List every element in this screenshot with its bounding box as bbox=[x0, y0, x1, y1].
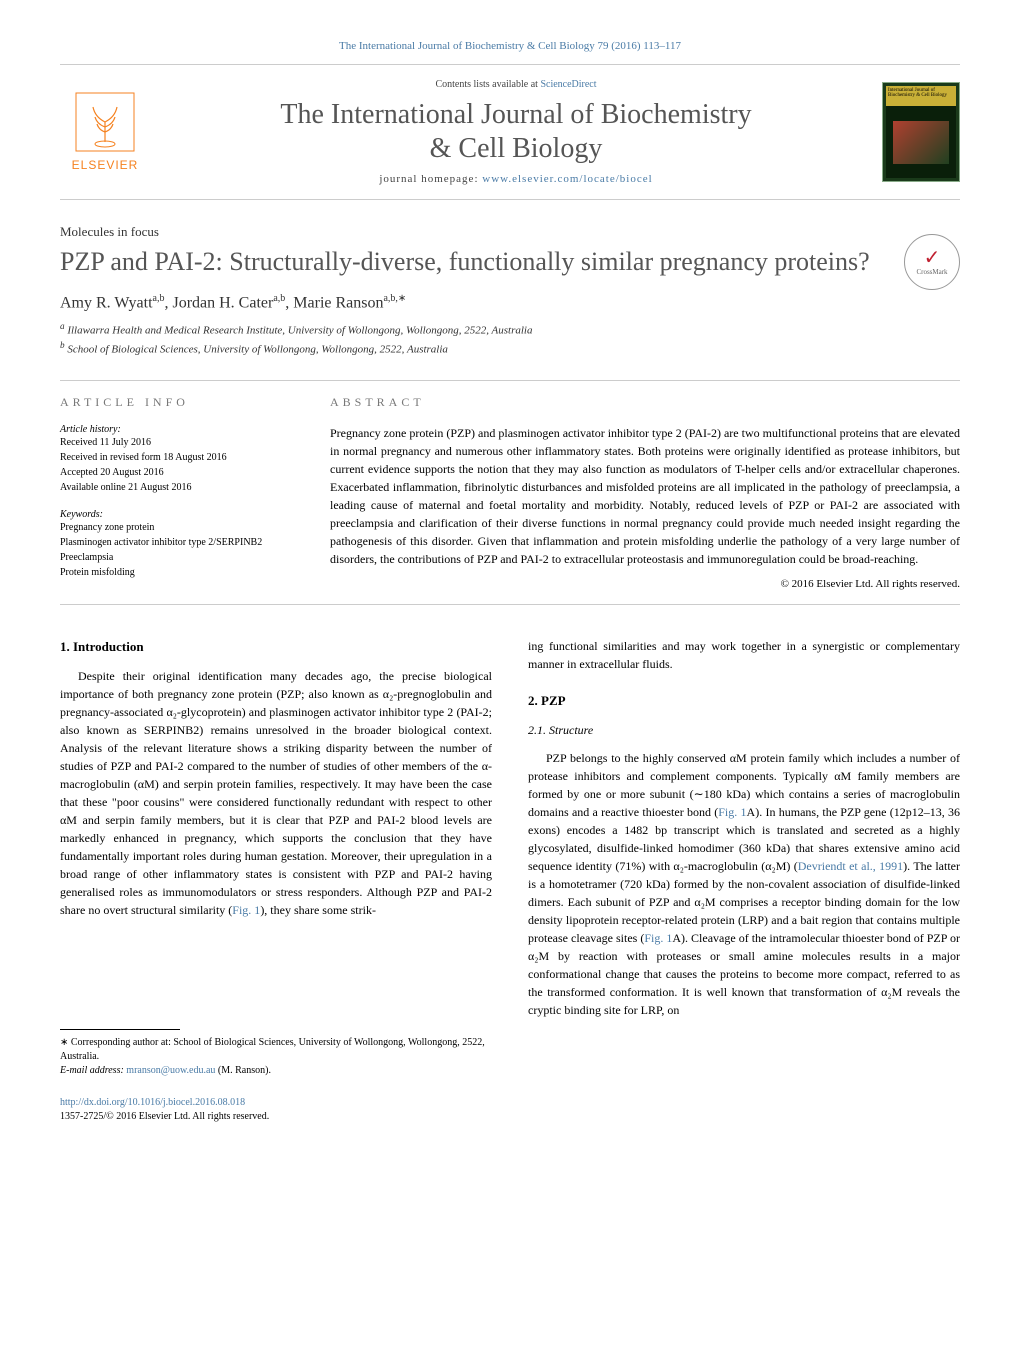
crossmark-badge[interactable]: ✓ CrossMark bbox=[904, 234, 960, 290]
section-1-heading: 1. Introduction bbox=[60, 637, 492, 657]
article-type: Molecules in focus bbox=[60, 224, 884, 240]
crossmark-icon: ✓ bbox=[924, 248, 941, 268]
journal-masthead: ELSEVIER Contents lists available at Sci… bbox=[60, 64, 960, 200]
journal-cover-thumbnail[interactable]: International Journal of Biochemistry & … bbox=[882, 82, 960, 182]
body-columns: 1. Introduction Despite their original i… bbox=[60, 637, 960, 1078]
devriendt-1991-link[interactable]: Devriendt et al., 1991 bbox=[798, 859, 903, 873]
keyword-3: Preeclampsia bbox=[60, 550, 290, 565]
fig-1a-link-1[interactable]: Fig. 1 bbox=[718, 805, 746, 819]
abstract-text: Pregnancy zone protein (PZP) and plasmin… bbox=[330, 424, 960, 568]
author-2: Jordan H. Cater bbox=[172, 294, 273, 311]
cover-image bbox=[893, 121, 949, 164]
author-list: Amy R. Wyatta,b, Jordan H. Catera,b, Mar… bbox=[60, 293, 884, 312]
corresponding-email-link[interactable]: mranson@uow.edu.au bbox=[126, 1065, 215, 1076]
affiliation-a: Illawarra Health and Medical Research In… bbox=[67, 325, 532, 337]
section-1-continuation: ing functional similarities and may work… bbox=[528, 637, 960, 673]
divider bbox=[60, 604, 960, 605]
crossmark-label: CrossMark bbox=[916, 268, 947, 276]
corresponding-author-note: ∗ Corresponding author at: School of Bio… bbox=[60, 1036, 492, 1064]
history-revised: Received in revised form 18 August 2016 bbox=[60, 450, 290, 465]
abstract-copyright: © 2016 Elsevier Ltd. All rights reserved… bbox=[330, 578, 960, 590]
keyword-1: Pregnancy zone protein bbox=[60, 520, 290, 535]
history-online: Available online 21 August 2016 bbox=[60, 480, 290, 495]
publisher-logo-text: ELSEVIER bbox=[72, 158, 139, 172]
history-accepted: Accepted 20 August 2016 bbox=[60, 465, 290, 480]
affiliations: a Illawarra Health and Medical Research … bbox=[60, 320, 884, 358]
elsevier-tree-icon bbox=[75, 92, 135, 152]
author-1-affil: a,b bbox=[153, 293, 165, 304]
header-citation-link[interactable]: The International Journal of Biochemistr… bbox=[339, 40, 681, 52]
column-right: ing functional similarities and may work… bbox=[528, 637, 960, 1078]
article-info-panel: ARTICLE INFO Article history: Received 1… bbox=[60, 395, 290, 590]
homepage-label: journal homepage: bbox=[379, 173, 482, 185]
cover-body bbox=[886, 106, 956, 178]
fig-1a-link-2[interactable]: Fig. 1 bbox=[644, 931, 672, 945]
journal-name: The International Journal of Biochemistr… bbox=[170, 98, 862, 165]
author-1: Amy R. Wyatt bbox=[60, 294, 153, 311]
contents-available-label: Contents lists available at bbox=[435, 79, 540, 90]
column-left: 1. Introduction Despite their original i… bbox=[60, 637, 492, 1078]
section-2-heading: 2. PZP bbox=[528, 691, 960, 711]
author-3-affil: a,b,∗ bbox=[383, 293, 406, 304]
page-footer: http://dx.doi.org/10.1016/j.biocel.2016.… bbox=[60, 1096, 960, 1124]
journal-homepage-link[interactable]: www.elsevier.com/locate/biocel bbox=[482, 173, 652, 185]
email-footnote: E-mail address: mranson@uow.edu.au (M. R… bbox=[60, 1064, 492, 1078]
keyword-2: Plasminogen activator inhibitor type 2/S… bbox=[60, 535, 290, 550]
section-2-1-heading: 2.1. Structure bbox=[528, 721, 960, 739]
history-label: Article history: bbox=[60, 424, 290, 435]
sciencedirect-link[interactable]: ScienceDirect bbox=[540, 79, 596, 90]
keyword-4: Protein misfolding bbox=[60, 565, 290, 580]
section-2-1-para-1: PZP belongs to the highly conserved αM p… bbox=[528, 749, 960, 1019]
journal-name-line2: & Cell Biology bbox=[430, 133, 603, 164]
article-title: PZP and PAI-2: Structurally-diverse, fun… bbox=[60, 246, 884, 279]
article-info-heading: ARTICLE INFO bbox=[60, 395, 290, 410]
masthead-center: Contents lists available at ScienceDirec… bbox=[170, 79, 862, 185]
section-1-text-a: Despite their original identification ma… bbox=[60, 669, 492, 917]
author-2-affil: a,b bbox=[273, 293, 285, 304]
history-received: Received 11 July 2016 bbox=[60, 435, 290, 450]
abstract-panel: ABSTRACT Pregnancy zone protein (PZP) an… bbox=[330, 395, 960, 590]
journal-name-line1: The International Journal of Biochemistr… bbox=[280, 99, 751, 130]
email-author-name: (M. Ranson). bbox=[215, 1065, 271, 1076]
author-3: Marie Ranson bbox=[293, 294, 383, 311]
section-1-text-b: ), they share some strik- bbox=[260, 903, 376, 917]
keywords-label: Keywords: bbox=[60, 509, 290, 520]
section-1-para-1: Despite their original identification ma… bbox=[60, 667, 492, 919]
divider bbox=[60, 380, 960, 381]
doi-link[interactable]: http://dx.doi.org/10.1016/j.biocel.2016.… bbox=[60, 1097, 245, 1108]
abstract-heading: ABSTRACT bbox=[330, 395, 960, 410]
issn-copyright-line: 1357-2725/© 2016 Elsevier Ltd. All right… bbox=[60, 1111, 269, 1122]
footnote-separator bbox=[60, 1029, 180, 1030]
publisher-logo[interactable]: ELSEVIER bbox=[60, 82, 150, 182]
cover-title-strip: International Journal of Biochemistry & … bbox=[886, 86, 956, 106]
affiliation-b: School of Biological Sciences, Universit… bbox=[67, 344, 448, 356]
email-label: E-mail address: bbox=[60, 1065, 126, 1076]
header-citation: The International Journal of Biochemistr… bbox=[60, 40, 960, 52]
fig-1-link[interactable]: Fig. 1 bbox=[232, 903, 260, 917]
